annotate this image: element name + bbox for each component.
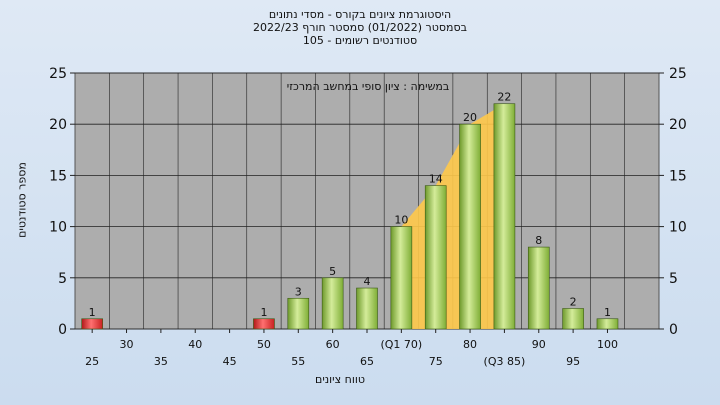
bar [459, 123, 481, 330]
bar [527, 246, 550, 330]
y-tick-label: 20 [49, 117, 67, 133]
bar [493, 103, 516, 330]
title-line-1: היסטוגרמת ציונים בקורס - מסדי נתונים [268, 8, 452, 21]
title-line-2: בסמסטר (01/2022) סמסטר חורף 2022/23 [253, 21, 467, 34]
x-tick-label: 35 [154, 355, 168, 368]
x-tick-label: 45 [223, 355, 237, 368]
bar-value-label: 3 [295, 285, 302, 298]
chart-annotation: במשימה : ציון סופי במחשב המרכזי [286, 80, 450, 93]
y-tick-label: 25 [49, 66, 67, 82]
y-tick-label-right: 15 [669, 168, 687, 184]
x-tick-label: 25 [85, 355, 99, 368]
bar [596, 318, 619, 330]
x-tick-label: 50 [257, 338, 271, 351]
plot-area [74, 72, 660, 330]
y-tick-label: 5 [58, 271, 67, 287]
bar-value-label: 5 [329, 265, 336, 278]
y-axis-title: מספר סטודנטים [15, 162, 29, 238]
x-tick-label: 75 [429, 355, 443, 368]
bar [356, 287, 378, 330]
x-tick-label: (Q3 85) [484, 355, 526, 368]
bar [562, 308, 584, 330]
x-tick-label: 80 [463, 338, 477, 351]
x-tick-label: 65 [360, 355, 374, 368]
bar [424, 185, 447, 330]
bar-value-label: 14 [429, 173, 443, 186]
bar-value-label: 22 [497, 91, 511, 104]
bar-value-label: 20 [463, 111, 477, 124]
bar [81, 318, 103, 330]
x-tick-label: 30 [120, 338, 134, 351]
y-tick-label-right: 5 [669, 271, 678, 287]
title-line-3: סטודנטים רשומים - 105 [302, 34, 418, 47]
x-tick-label: 90 [532, 338, 546, 351]
bar-value-label: 4 [364, 275, 371, 288]
x-axis-title: טווח ציונים [315, 373, 365, 386]
bar-value-label: 1 [89, 306, 96, 319]
bar [287, 297, 310, 330]
y-tick-label-right: 20 [669, 117, 687, 133]
bar-value-label: 1 [604, 306, 611, 319]
x-tick-label: 95 [566, 355, 580, 368]
bar [390, 226, 413, 330]
y-tick-label-right: 0 [669, 322, 678, 338]
y-tick-label-right: 25 [669, 66, 687, 82]
y-tick-label: 0 [58, 322, 67, 338]
bar-value-label: 10 [394, 214, 408, 227]
x-tick-label: 40 [188, 338, 202, 351]
x-tick-label: 100 [597, 338, 618, 351]
bar-value-label: 8 [535, 234, 542, 247]
bar [253, 318, 275, 330]
x-tick-label: 55 [291, 355, 305, 368]
y-tick-label-right: 10 [669, 220, 687, 236]
bar [321, 277, 344, 330]
y-tick-label: 10 [49, 220, 67, 236]
x-tick-label: (Q1 70) [380, 338, 422, 351]
bar-value-label: 2 [570, 296, 577, 309]
chart-title: היסטוגרמת ציונים בקורס - מסדי נתונים בסמ… [0, 8, 720, 47]
x-tick-label: 60 [326, 338, 340, 351]
bar-value-label: 1 [260, 306, 267, 319]
y-tick-label: 15 [49, 168, 67, 184]
